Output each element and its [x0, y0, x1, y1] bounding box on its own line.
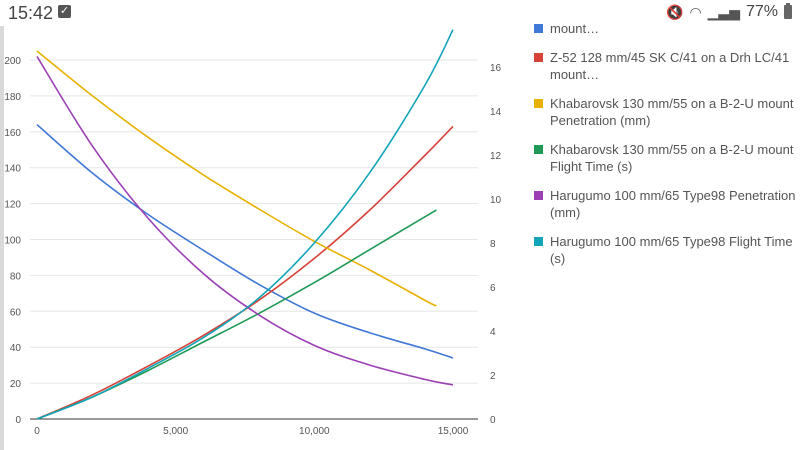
y-right-tick-label: 4: [490, 327, 496, 338]
y-right-tick-label: 0: [490, 415, 496, 426]
status-icons: 🔇 ◠ ▁▃▅ 77%: [666, 3, 792, 21]
y-left-tick-label: 200: [4, 56, 21, 67]
x-tick-label: 0: [34, 426, 40, 437]
legend-item-0: mount…: [534, 20, 800, 37]
series-line-4: [36, 55, 454, 386]
legend-swatch-1: [534, 53, 543, 62]
y-left-tick-label: 120: [4, 200, 21, 211]
legend-swatch-5: [534, 237, 543, 246]
status-time: 15:42: [8, 3, 54, 23]
y-left-tick-label: 40: [10, 343, 22, 354]
mute-icon: 🔇: [666, 3, 684, 20]
legend-label-0: mount…: [550, 21, 600, 36]
left-edge-bar: [0, 26, 4, 450]
y-right-tick-label: 14: [490, 107, 502, 118]
legend-label-5: Harugumo 100 mm/65 Type98 Flight Time (s…: [550, 234, 793, 266]
y-right-tick-label: 2: [490, 371, 496, 382]
y-left-tick-label: 60: [10, 307, 22, 318]
legend-label-4: Harugumo 100 mm/65 Type98 Penetration (m…: [550, 188, 796, 220]
signal-icon: ▁▃▅: [707, 3, 740, 20]
grid-lines: [30, 59, 478, 384]
legend-swatch-3: [534, 145, 543, 154]
x-tick-label: 10,000: [299, 426, 330, 437]
legend-item-1: Z-52 128 mm/45 SK C/41 on a Drh LC/41 mo…: [534, 49, 800, 83]
legend-label-2: Khabarovsk 130 mm/55 on a B-2-U mount Pe…: [550, 96, 794, 128]
notification-check-icon: ✓: [58, 5, 71, 18]
legend-item-2: Khabarovsk 130 mm/55 on a B-2-U mount Pe…: [534, 95, 800, 129]
legend-swatch-0: [534, 24, 543, 33]
legend-swatch-2: [534, 99, 543, 108]
series-line-5: [36, 29, 454, 420]
legend-label-1: Z-52 128 mm/45 SK C/41 on a Drh LC/41 mo…: [550, 50, 790, 82]
y-left-tick-label: 140: [4, 164, 21, 175]
legend-item-3: Khabarovsk 130 mm/55 on a B-2-U mount Fl…: [534, 141, 800, 175]
y-left-tick-label: 100: [4, 236, 21, 247]
y-right-tick-label: 12: [490, 151, 502, 162]
y-right-tick-label: 10: [490, 195, 502, 206]
y-left-tick-label: 20: [10, 379, 22, 390]
series-line-2: [36, 50, 437, 307]
y-left-tick-label: 160: [4, 128, 21, 139]
legend-item-5: Harugumo 100 mm/65 Type98 Flight Time (s…: [534, 233, 800, 267]
legend-item-4: Harugumo 100 mm/65 Type98 Penetration (m…: [534, 187, 800, 221]
battery-percent: 77%: [745, 3, 778, 20]
tick-labels: 0204060801001201401601802000246810121416…: [4, 56, 501, 437]
y-right-tick-label: 6: [490, 283, 496, 294]
y-left-tick-label: 80: [10, 271, 22, 282]
y-right-tick-label: 8: [490, 239, 496, 250]
series-lines: [36, 29, 454, 420]
y-left-tick-label: 180: [4, 92, 21, 103]
x-tick-label: 5,000: [163, 426, 188, 437]
battery-icon: [784, 3, 792, 19]
series-line-1: [36, 125, 454, 420]
wifi-icon: ◠: [689, 3, 702, 20]
series-line-0: [36, 123, 454, 359]
y-left-tick-label: 0: [15, 415, 21, 426]
legend-swatch-4: [534, 191, 543, 200]
y-right-tick-label: 16: [490, 63, 502, 74]
chart-legend: mount… Z-52 128 mm/45 SK C/41 on a Drh LC…: [534, 20, 800, 279]
x-tick-label: 15,000: [438, 426, 469, 437]
legend-label-3: Khabarovsk 130 mm/55 on a B-2-U mount Fl…: [550, 142, 794, 174]
status-bar: 15:42 ✓ 🔇 ◠ ▁▃▅ 77%: [0, 0, 800, 26]
